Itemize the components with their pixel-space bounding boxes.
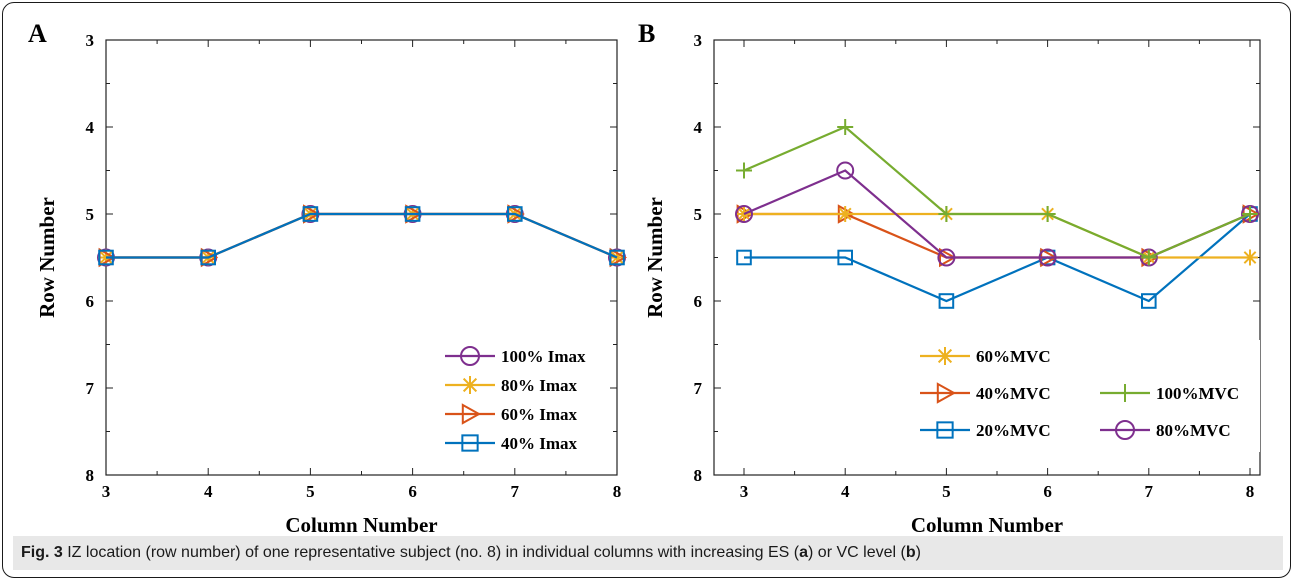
- data-point-b-3: [1038, 248, 1057, 267]
- x-tick-label-b: 7: [1145, 482, 1154, 501]
- caption-text-3: ): [915, 544, 921, 561]
- data-point-b-0: [736, 249, 752, 266]
- data-point-a-3: [404, 206, 421, 222]
- legend-box-b: [915, 340, 1260, 452]
- x-tick-label-a: 3: [102, 482, 111, 501]
- data-point-a-3: [200, 249, 216, 266]
- data-point-b-4: [1140, 249, 1157, 266]
- y-axis-label-a: Row Number: [35, 197, 59, 318]
- data-point-b-3: [735, 205, 753, 223]
- figure-caption: Fig. 3 IZ location (row number) of one r…: [13, 536, 1283, 570]
- x-tick-label-a: 6: [408, 482, 417, 501]
- y-tick-label-a: 3: [86, 31, 95, 50]
- caption-fig-label: Fig. 3: [21, 544, 63, 561]
- legend-label-a-0: 100% Imax: [501, 347, 586, 366]
- legend-marker-b-3: [1115, 420, 1135, 440]
- legend-marker-b-4: [1116, 384, 1134, 402]
- legend-b: 60%MVC 40%MVC 100%MVC 20%MVC 80%MVC: [915, 340, 1260, 452]
- y-tick-label-b: 3: [694, 31, 703, 50]
- data-point-a-3: [609, 249, 625, 266]
- panel-letter-b: B: [638, 19, 655, 48]
- y-tick-label-a: 8: [86, 466, 95, 485]
- legend-marker-a-1: [461, 376, 479, 394]
- series-line-b-4: [743, 125, 1251, 259]
- legend-label-a-2: 60% Imax: [501, 405, 578, 424]
- data-point-b-3: [937, 248, 956, 267]
- y-tick-label-a: 5: [86, 205, 95, 224]
- data-point-b-4: [736, 162, 752, 179]
- panel-letter-a: A: [28, 19, 47, 48]
- legend-label-b-3: 80%MVC: [1156, 421, 1231, 440]
- legend-marker-b-0: [936, 421, 954, 439]
- y-tick-label-b: 8: [694, 466, 703, 485]
- panel-b: B 3 4 5 6 7 8 3 4 5 6 7 8 Column Number Row Number 60%M…: [638, 19, 1261, 537]
- caption-text-1: IZ location (row number) of one represen…: [62, 544, 800, 561]
- legend-label-a-1: 80% Imax: [501, 376, 578, 395]
- x-tick-label-b: 4: [841, 482, 850, 501]
- x-tick-label-b: 3: [740, 482, 749, 501]
- x-tick-label-a: 8: [613, 482, 622, 501]
- y-tick-label-b: 5: [694, 205, 703, 224]
- series-line-b-1: [744, 212, 1251, 259]
- data-point-b-4: [1242, 206, 1258, 222]
- data-point-a-3: [98, 249, 114, 266]
- y-tick-label-a: 4: [86, 118, 95, 137]
- legend-a: 100% Imax 80% Imax 60% Imax 40% Imax: [440, 340, 608, 468]
- data-point-a-3: [302, 206, 319, 222]
- y-tick-label-a: 6: [86, 292, 95, 311]
- x-tick-label-b: 6: [1043, 482, 1052, 501]
- y-tick-label-b: 4: [694, 118, 703, 137]
- x-axis-label-b: Column Number: [911, 513, 1063, 537]
- series-line-a-0: [106, 212, 618, 259]
- legend-label-a-3: 40% Imax: [501, 434, 578, 453]
- series-a-3: [98, 206, 625, 266]
- data-point-b-3: [836, 161, 855, 180]
- legend-marker-a-0: [460, 346, 480, 366]
- y-tick-label-b: 6: [694, 292, 703, 311]
- data-point-b-4: [938, 206, 955, 222]
- data-point-b-2: [1242, 249, 1258, 266]
- legend-marker-b-2: [936, 347, 954, 365]
- caption-text-2: ) or VC level (: [808, 544, 906, 561]
- legend-marker-a-3: [461, 434, 479, 452]
- legend-label-b-1: 40%MVC: [976, 384, 1051, 403]
- series-b-4: [736, 119, 1258, 266]
- legend-marker-b-1: [936, 382, 957, 404]
- y-tick-label-b: 7: [694, 379, 703, 398]
- data-point-b-0: [938, 293, 955, 309]
- x-tick-label-a: 4: [204, 482, 213, 501]
- series-line-a-1: [106, 212, 618, 259]
- data-point-b-2: [837, 206, 854, 222]
- legend-marker-a-2: [461, 403, 482, 425]
- series-line-b-2: [744, 212, 1250, 259]
- x-tick-label-b: 5: [942, 482, 951, 501]
- series-line-a-2: [106, 212, 618, 259]
- caption-ref-a: a: [799, 544, 809, 561]
- x-tick-label-b: 8: [1246, 482, 1255, 501]
- data-point-b-0: [837, 249, 854, 266]
- legend-label-b-4: 100%MVC: [1156, 384, 1239, 403]
- series-line-a-3: [106, 212, 618, 259]
- y-axis-label-b: Row Number: [643, 197, 667, 318]
- x-tick-label-a: 5: [306, 482, 315, 501]
- legend-label-b-2: 60%MVC: [976, 347, 1051, 366]
- y-tick-label-a: 7: [86, 379, 95, 398]
- legend-label-b-0: 20%MVC: [976, 421, 1051, 440]
- data-point-b-4: [1039, 206, 1056, 222]
- data-point-b-0: [1141, 293, 1157, 309]
- series-line-b-0: [744, 213, 1251, 303]
- data-point-b-1: [939, 247, 957, 268]
- data-point-a-3: [507, 206, 523, 222]
- caption-ref-b: b: [905, 544, 916, 561]
- x-tick-label-a: 7: [511, 482, 520, 501]
- x-axis-label-a: Column Number: [285, 513, 437, 537]
- data-point-b-4: [837, 119, 854, 135]
- legend-box-a: [440, 340, 608, 468]
